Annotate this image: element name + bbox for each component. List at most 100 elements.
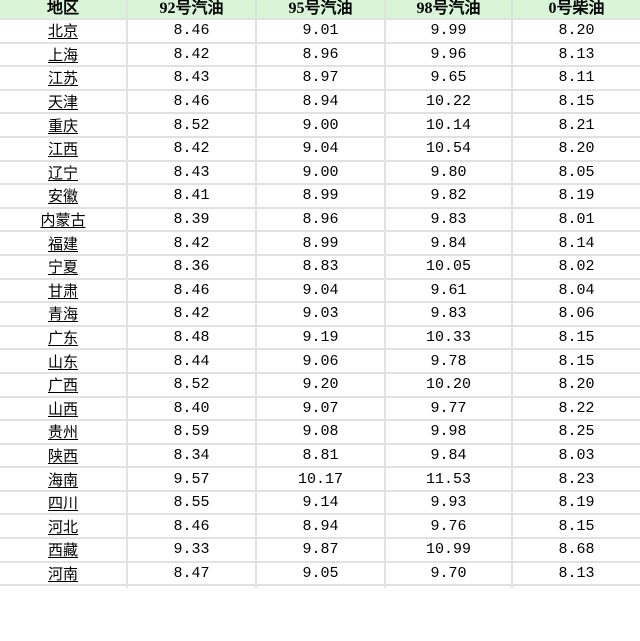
- price-cell: 10.05: [384, 253, 513, 280]
- region-link[interactable]: 北京: [47, 24, 78, 41]
- empty-cell: [126, 584, 257, 589]
- price-cell: 9.04: [255, 135, 386, 162]
- price-cell: 8.43: [126, 65, 257, 91]
- empty-cell: [511, 584, 640, 589]
- price-cell: 8.42: [126, 135, 257, 162]
- price-cell: 9.76: [384, 513, 513, 540]
- region-cell: 河北: [0, 513, 128, 540]
- price-cell: 9.20: [255, 371, 386, 398]
- region-cell: 广西: [0, 371, 128, 398]
- table-row: 江苏 8.43 8.97 9.65 8.11: [0, 65, 640, 91]
- price-cell: 10.54: [384, 135, 513, 162]
- region-link[interactable]: 西藏: [47, 543, 78, 560]
- region-link[interactable]: 河南: [47, 566, 78, 583]
- region-link[interactable]: 天津: [47, 95, 78, 112]
- price-cell: 8.20: [511, 371, 640, 398]
- region-cell: 上海: [0, 41, 128, 68]
- fuel-price-table: 地区 92号汽油 95号汽油 98号汽油 0号柴油 北京 8.46 9.01 9.99…: [0, 0, 640, 589]
- region-link[interactable]: 河北: [47, 519, 78, 536]
- region-cell: 江苏: [0, 65, 128, 91]
- price-cell: 8.15: [511, 513, 640, 540]
- region-cell: 宁夏: [0, 253, 128, 280]
- price-cell: 8.46: [126, 277, 257, 304]
- price-cell: 8.19: [511, 489, 640, 516]
- price-cell: 8.39: [126, 206, 257, 233]
- region-cell: 辽宁: [0, 159, 128, 186]
- price-cell: 9.93: [384, 489, 513, 516]
- price-cell: 8.04: [511, 277, 640, 304]
- empty-cell: [384, 584, 513, 589]
- region-cell: 贵州: [0, 419, 128, 445]
- price-cell: 8.81: [255, 442, 386, 469]
- price-cell: 9.01: [255, 18, 386, 44]
- region-link[interactable]: 内蒙古: [40, 213, 86, 230]
- price-cell: 10.17: [255, 466, 386, 492]
- col-header-diesel-0: 0号柴油: [511, 0, 640, 20]
- region-link[interactable]: 辽宁: [47, 165, 78, 182]
- region-link[interactable]: 海南: [47, 472, 78, 489]
- price-cell: 8.94: [255, 88, 386, 115]
- region-link[interactable]: 青海: [47, 307, 78, 324]
- table-row: 广东 8.48 9.19 10.33 8.15: [0, 324, 640, 351]
- table-row: 江西 8.42 9.04 10.54 8.20: [0, 135, 640, 162]
- region-link[interactable]: 安徽: [47, 189, 78, 206]
- region-link[interactable]: 广东: [47, 331, 78, 348]
- price-cell: 8.40: [126, 395, 257, 422]
- empty-cell: [255, 584, 386, 589]
- table-row: 上海 8.42 8.96 9.96 8.13: [0, 41, 640, 68]
- price-cell: 8.52: [126, 112, 257, 138]
- price-cell: 9.03: [255, 301, 386, 327]
- price-cell: 9.98: [384, 419, 513, 445]
- region-cell: 内蒙古: [0, 206, 128, 233]
- price-cell: 8.46: [126, 513, 257, 540]
- table-row: 河南 8.47 9.05 9.70 8.13: [0, 560, 640, 587]
- region-cell: 安徽: [0, 183, 128, 209]
- price-cell: 9.84: [384, 230, 513, 256]
- region-link[interactable]: 宁夏: [47, 260, 78, 277]
- region-link[interactable]: 江西: [47, 142, 78, 159]
- region-cell: 陕西: [0, 442, 128, 469]
- region-link[interactable]: 山东: [47, 354, 78, 371]
- price-cell: 8.22: [511, 395, 640, 422]
- region-link[interactable]: 四川: [47, 496, 78, 513]
- region-link[interactable]: 广西: [47, 378, 78, 395]
- region-link[interactable]: 福建: [47, 236, 78, 253]
- price-cell: 8.15: [511, 348, 640, 374]
- table-row: 辽宁 8.43 9.00 9.80 8.05: [0, 159, 640, 186]
- price-cell: 8.83: [255, 253, 386, 280]
- table-row: 宁夏 8.36 8.83 10.05 8.02: [0, 253, 640, 280]
- region-link[interactable]: 上海: [47, 47, 78, 64]
- table-row: 广西 8.52 9.20 10.20 8.20: [0, 371, 640, 398]
- price-cell: 9.84: [384, 442, 513, 469]
- table-row: 北京 8.46 9.01 9.99 8.20: [0, 18, 640, 44]
- price-cell: 9.07: [255, 395, 386, 422]
- price-cell: 9.77: [384, 395, 513, 422]
- table-row: 河北 8.46 8.94 9.76 8.15: [0, 513, 640, 540]
- price-cell: 8.13: [511, 41, 640, 68]
- price-cell: 9.83: [384, 301, 513, 327]
- region-link[interactable]: 陕西: [47, 448, 78, 465]
- region-link[interactable]: 重庆: [47, 118, 78, 135]
- region-link[interactable]: 山西: [47, 401, 78, 418]
- price-cell: 8.96: [255, 206, 386, 233]
- price-cell: 10.33: [384, 324, 513, 351]
- price-cell: 8.11: [511, 65, 640, 91]
- price-cell: 8.44: [126, 348, 257, 374]
- region-link[interactable]: 甘肃: [47, 283, 78, 300]
- price-cell: 8.42: [126, 301, 257, 327]
- price-cell: 8.34: [126, 442, 257, 469]
- price-cell: 8.15: [511, 88, 640, 115]
- table-row: 贵州 8.59 9.08 9.98 8.25: [0, 419, 640, 445]
- price-cell: 9.19: [255, 324, 386, 351]
- region-link[interactable]: 江苏: [47, 71, 78, 88]
- price-cell: 8.36: [126, 253, 257, 280]
- region-cell: 福建: [0, 230, 128, 256]
- price-cell: 10.99: [384, 537, 513, 563]
- price-cell: 8.55: [126, 489, 257, 516]
- price-cell: 9.05: [255, 560, 386, 587]
- region-cell: 山西: [0, 395, 128, 422]
- region-link[interactable]: 贵州: [47, 425, 78, 442]
- price-cell: 8.14: [511, 230, 640, 256]
- empty-cell: [0, 584, 128, 589]
